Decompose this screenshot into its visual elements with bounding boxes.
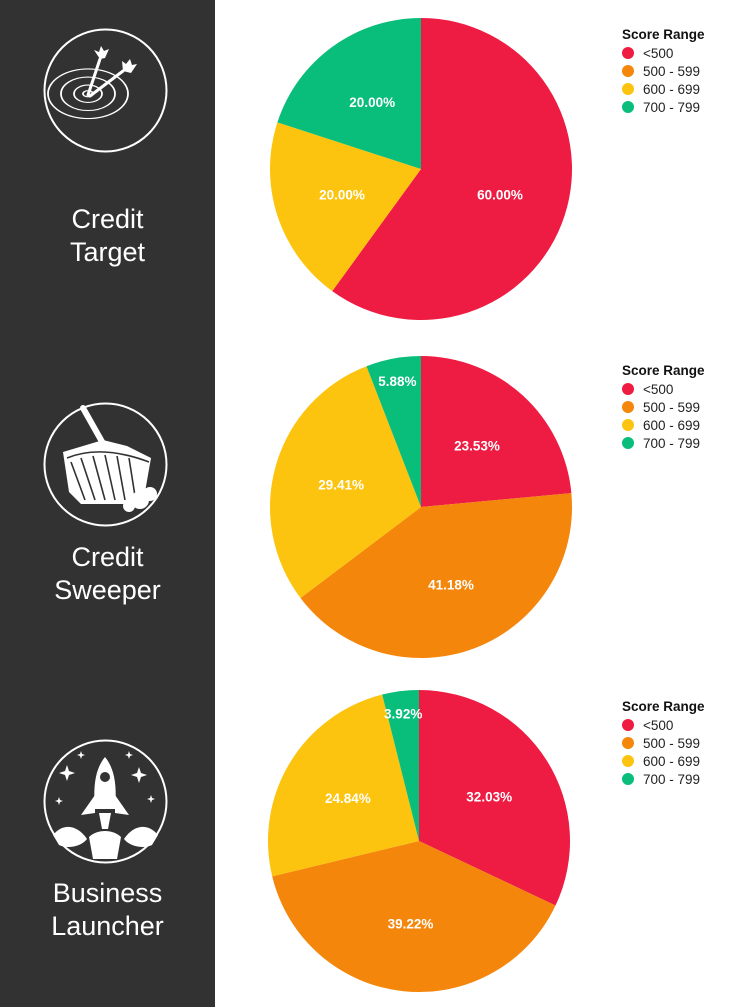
pie-slice: [419, 690, 570, 906]
sidebar: Credit Target: [0, 0, 215, 1007]
slice-label: 5.88%: [378, 374, 416, 389]
legend-label: 500 - 599: [643, 399, 701, 415]
legend-swatch: [622, 755, 634, 767]
pie-slice: [300, 493, 573, 659]
chart-legend: Score Range <500 500 - 599 600 - 699 700…: [622, 698, 742, 788]
legend-label: 700 - 799: [643, 99, 701, 115]
legend-label: 500 - 599: [643, 735, 701, 751]
legend-item: 500 - 599: [622, 62, 742, 80]
pie-chart: 23.53% 41.18% 29.41% 5.88%: [270, 356, 573, 659]
legend-label: 500 - 599: [643, 63, 701, 79]
slice-label: 41.18%: [428, 577, 474, 592]
pie-slice: [272, 841, 556, 992]
legend-title: Score Range: [622, 363, 705, 378]
pie-slice: [382, 690, 419, 841]
pie-chart: 60.00% 20.00% 20.00%: [269, 18, 572, 320]
slice-label: 39.22%: [388, 917, 434, 932]
pie-slice: [269, 122, 421, 292]
legend-label: 600 - 699: [643, 753, 701, 769]
legend-label: 600 - 699: [643, 417, 701, 433]
chart-legend: Score Range <500 500 - 599 600 - 699 700…: [622, 26, 742, 116]
legend-item: 700 - 799: [622, 434, 742, 452]
product-title: Credit Target: [69, 204, 146, 267]
legend-swatch: [622, 47, 634, 59]
legend-item: 700 - 799: [622, 770, 742, 788]
legend-item: 700 - 799: [622, 98, 742, 116]
slice-label: 23.53%: [454, 439, 500, 454]
slice-label: 24.84%: [325, 791, 371, 806]
slice-label: 60.00%: [477, 188, 523, 203]
legend-swatch: [622, 719, 634, 731]
legend-swatch: [622, 65, 634, 77]
legend-swatch: [622, 101, 634, 113]
slice-label: 32.03%: [466, 790, 512, 805]
slice-label: 3.92%: [384, 707, 422, 722]
legend-swatch: [622, 383, 634, 395]
legend-item: <500: [622, 44, 742, 62]
chart-legend: Score Range <500 500 - 599 600 - 699 700…: [622, 362, 742, 452]
pie-chart: 32.03% 39.22% 24.84% 3.92%: [268, 690, 570, 992]
legend-swatch: [622, 83, 634, 95]
slice-label: 29.41%: [318, 477, 364, 492]
legend-label: <500: [643, 717, 674, 733]
legend-title: Score Range: [622, 699, 705, 714]
legend-swatch: [622, 401, 634, 413]
legend-item: 600 - 699: [622, 416, 742, 434]
legend-title: Score Range: [622, 27, 705, 42]
legend-item: 500 - 599: [622, 398, 742, 416]
slice-label: 20.00%: [349, 95, 395, 110]
legend-swatch: [622, 737, 634, 749]
chart-credit-sweeper: 23.53% 41.18% 29.41% 5.88% Score Range <500…: [215, 336, 750, 672]
pie-slice: [421, 356, 572, 507]
legend-item: 600 - 699: [622, 80, 742, 98]
legend-item: <500: [622, 716, 742, 734]
pie-slice: [268, 694, 419, 877]
slice-label: 20.00%: [319, 188, 365, 203]
pie-slice: [277, 18, 421, 169]
legend-label: 700 - 799: [643, 771, 701, 787]
chart-business-launcher: 32.03% 39.22% 24.84% 3.92% Score Range <500…: [215, 672, 750, 1007]
legend-label: <500: [643, 45, 674, 61]
broom-icon: [41, 400, 170, 529]
legend-label: 700 - 799: [643, 435, 701, 451]
legend-swatch: [622, 437, 634, 449]
product-title: Credit Sweeper: [54, 542, 161, 605]
legend-swatch: [622, 773, 634, 785]
pie-slice: [332, 18, 572, 320]
legend-label: 600 - 699: [643, 81, 701, 97]
product-title: Business Launcher: [51, 878, 164, 941]
legend-item: <500: [622, 380, 742, 398]
legend-swatch: [622, 419, 634, 431]
legend-item: 500 - 599: [622, 734, 742, 752]
target-darts-icon: [41, 26, 170, 155]
pie-slice: [270, 366, 421, 598]
rocket-icon: [41, 737, 170, 866]
pie-slice: [366, 356, 421, 507]
legend-item: 600 - 699: [622, 752, 742, 770]
legend-label: <500: [643, 381, 674, 397]
chart-credit-target: 60.00% 20.00% 20.00% Score Range <500 500 …: [215, 0, 750, 336]
